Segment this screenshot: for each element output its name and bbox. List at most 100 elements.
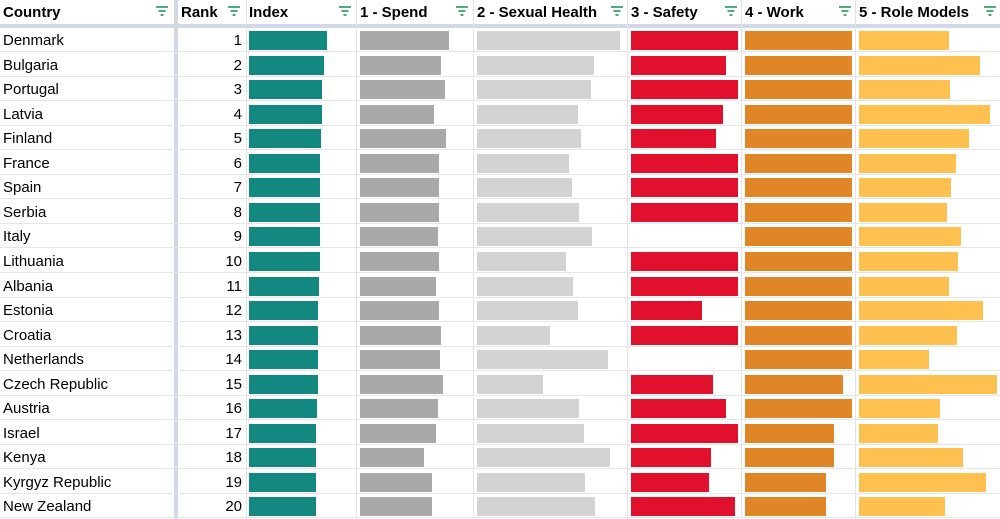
bar-index bbox=[249, 399, 317, 419]
bar-spend bbox=[360, 276, 436, 296]
bar-index bbox=[249, 497, 316, 517]
cell-country[interactable]: Lithuania bbox=[3, 252, 64, 270]
filter-icon[interactable] bbox=[455, 5, 469, 18]
cell-country[interactable]: Kenya bbox=[3, 449, 46, 467]
bar-role-models bbox=[859, 276, 949, 296]
cell-country[interactable]: Serbia bbox=[3, 203, 47, 221]
filter-icon[interactable] bbox=[838, 5, 852, 18]
bar-index bbox=[249, 276, 319, 296]
cell-country[interactable]: Finland bbox=[3, 130, 53, 148]
cell-country[interactable]: Portugal bbox=[3, 81, 59, 99]
table-row[interactable]: Estonia 12 bbox=[0, 298, 1000, 323]
cell-rank[interactable]: 19 bbox=[225, 473, 242, 491]
table-row[interactable]: Albania 11 bbox=[0, 274, 1000, 298]
cell-country[interactable]: Latvia bbox=[3, 105, 44, 123]
bar-index bbox=[249, 31, 327, 50]
cell-country[interactable]: Czech Republic bbox=[3, 375, 109, 393]
header-role-models[interactable]: 5 - Role Models bbox=[856, 0, 1000, 24]
cell-rank[interactable]: 16 bbox=[225, 400, 242, 418]
table-row[interactable]: Italy 9 bbox=[0, 224, 1000, 249]
cell-rank[interactable]: 14 bbox=[225, 351, 242, 369]
bar-index bbox=[249, 374, 318, 394]
bar-role-models bbox=[859, 104, 990, 124]
table-row[interactable]: Lithuania 10 bbox=[0, 249, 1000, 273]
cell-rank[interactable]: 20 bbox=[225, 498, 242, 516]
table-row[interactable]: New Zealand 20 bbox=[0, 494, 1000, 519]
cell-country[interactable]: Netherlands bbox=[3, 351, 84, 369]
bar-sexual-health bbox=[477, 227, 592, 247]
cell-rank[interactable]: 13 bbox=[225, 326, 242, 344]
filter-icon[interactable] bbox=[610, 5, 624, 18]
filter-icon[interactable] bbox=[983, 5, 997, 18]
table-row[interactable]: Austria 16 bbox=[0, 396, 1000, 421]
bar-sexual-health bbox=[477, 325, 550, 345]
bar-role-models bbox=[859, 399, 940, 419]
cell-rank[interactable]: 15 bbox=[225, 375, 242, 393]
table-row[interactable]: Croatia 13 bbox=[0, 323, 1000, 347]
cell-country[interactable]: Italy bbox=[3, 228, 31, 246]
header-spend[interactable]: 1 - Spend bbox=[357, 0, 473, 24]
cell-country[interactable]: Bulgaria bbox=[3, 56, 59, 74]
header-sexual-health[interactable]: 2 - Sexual Health bbox=[474, 0, 628, 24]
cell-country[interactable]: Spain bbox=[3, 179, 42, 197]
bar-role-models bbox=[859, 374, 997, 394]
bar-index bbox=[249, 202, 320, 222]
header-safety[interactable]: 3 - Safety bbox=[628, 0, 742, 24]
table-row[interactable]: Kenya 18 bbox=[0, 445, 1000, 470]
table-row[interactable]: Finland 5 bbox=[0, 126, 1000, 151]
table-row[interactable]: Netherlands 14 bbox=[0, 347, 1000, 372]
cell-country[interactable]: New Zealand bbox=[3, 498, 92, 516]
filter-icon[interactable] bbox=[724, 5, 738, 18]
filter-icon[interactable] bbox=[338, 5, 352, 18]
cell-rank[interactable]: 18 bbox=[225, 449, 242, 467]
header-work[interactable]: 4 - Work bbox=[742, 0, 856, 24]
cell-rank[interactable]: 12 bbox=[225, 302, 242, 320]
table-row[interactable]: Bulgaria 2 bbox=[0, 53, 1000, 77]
table-row[interactable]: Israel 17 bbox=[0, 421, 1000, 445]
cell-rank[interactable]: 6 bbox=[233, 154, 242, 172]
header-index[interactable]: Index bbox=[246, 0, 356, 24]
header-rank[interactable]: Rank bbox=[178, 0, 246, 24]
cell-country[interactable]: Estonia bbox=[3, 302, 54, 320]
cell-rank[interactable]: 9 bbox=[233, 228, 242, 246]
bar-spend bbox=[360, 202, 439, 222]
cell-rank[interactable]: 4 bbox=[233, 105, 242, 123]
cell-rank[interactable]: 10 bbox=[225, 252, 242, 270]
cell-rank[interactable]: 3 bbox=[233, 81, 242, 99]
cell-country[interactable]: Croatia bbox=[3, 326, 52, 344]
table-row[interactable]: Spain 7 bbox=[0, 175, 1000, 200]
cell-country[interactable]: France bbox=[3, 154, 50, 172]
bar-safety bbox=[631, 423, 738, 443]
cell-rank[interactable]: 8 bbox=[233, 203, 242, 221]
cell-country[interactable]: Austria bbox=[3, 400, 50, 418]
cell-country[interactable]: Albania bbox=[3, 277, 54, 295]
cell-rank[interactable]: 17 bbox=[225, 424, 242, 442]
table-row[interactable]: Denmark 1 bbox=[0, 28, 1000, 52]
bar-work bbox=[745, 325, 852, 345]
header-country[interactable]: Country bbox=[0, 0, 174, 24]
cell-rank[interactable]: 11 bbox=[226, 277, 242, 295]
bar-index bbox=[249, 129, 321, 149]
bar-safety bbox=[631, 202, 738, 222]
table-row[interactable]: Portugal 3 bbox=[0, 77, 1000, 102]
table-row[interactable]: Kyrgyz Republic 19 bbox=[0, 470, 1000, 494]
table-row[interactable]: Serbia 8 bbox=[0, 200, 1000, 224]
bar-safety bbox=[631, 129, 716, 149]
cell-rank[interactable]: 7 bbox=[233, 179, 242, 197]
filter-icon[interactable] bbox=[227, 5, 241, 18]
bar-safety bbox=[631, 276, 738, 296]
cell-country[interactable]: Denmark bbox=[3, 32, 64, 49]
table-row[interactable]: Latvia 4 bbox=[0, 102, 1000, 126]
cell-rank[interactable]: 5 bbox=[233, 130, 242, 148]
table-row[interactable]: France 6 bbox=[0, 151, 1000, 175]
cell-country[interactable]: Kyrgyz Republic bbox=[3, 473, 112, 491]
cell-rank[interactable]: 1 bbox=[233, 32, 242, 49]
cell-country[interactable]: Israel bbox=[3, 424, 40, 442]
bar-work bbox=[745, 251, 852, 271]
bar-role-models bbox=[859, 202, 947, 222]
bar-safety bbox=[631, 104, 723, 124]
filter-icon[interactable] bbox=[155, 5, 169, 18]
cell-rank[interactable]: 2 bbox=[233, 56, 242, 74]
bar-work bbox=[745, 497, 826, 517]
table-row[interactable]: Czech Republic 15 bbox=[0, 372, 1000, 396]
